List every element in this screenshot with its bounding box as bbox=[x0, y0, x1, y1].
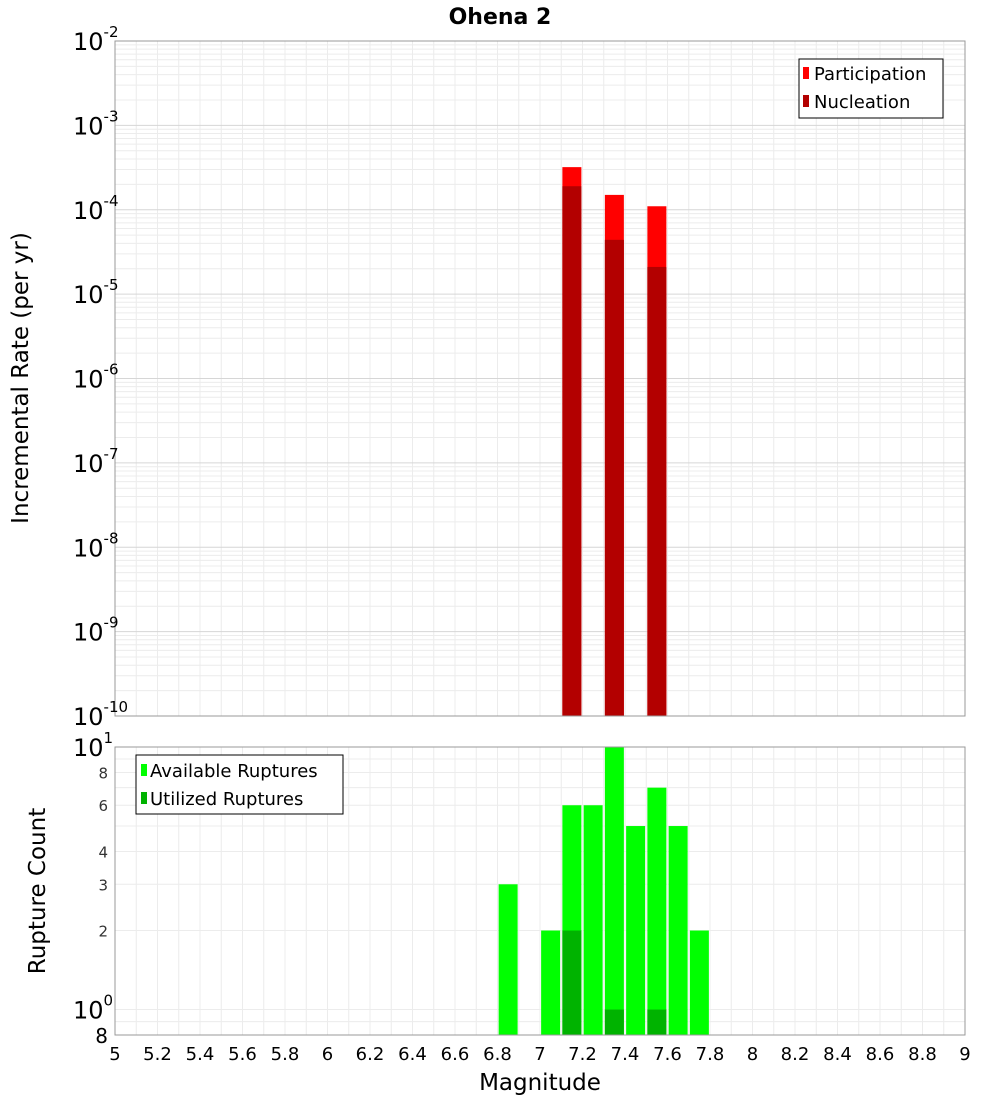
magnitude-x-tick-label: 6.8 bbox=[483, 1044, 512, 1065]
count-panel: 100 101 8 2 3 4 6 8 5 5.2 5.4 5.6 5.8 6 6.2 6.4 6.6 6.8 7… bbox=[25, 729, 971, 1096]
nucleation-bar bbox=[604, 239, 624, 716]
magnitude-x-tick-label: 7 bbox=[534, 1044, 545, 1065]
rate-y-ticks: 10-10 10-9 10-8 10-7 10-6 10-5 10-4 10-3 10-2 bbox=[73, 23, 128, 731]
rate-y-tick-label: 10-10 bbox=[73, 698, 128, 731]
participation-legend-swatch bbox=[803, 67, 809, 79]
count-y-ticks: 100 101 8 2 3 4 6 8 bbox=[73, 729, 113, 1048]
rate-legend: Participation Nucleation bbox=[798, 58, 944, 119]
utilized-ruptures-bar bbox=[562, 930, 582, 1035]
count-y-tick-label: 8 bbox=[95, 1024, 108, 1048]
magnitude-x-tick-label: 6.6 bbox=[441, 1044, 470, 1065]
rate-y-tick-label: 10-3 bbox=[73, 107, 119, 140]
nucleation-bar bbox=[647, 266, 667, 716]
magnitude-x-tick-label: 8.6 bbox=[866, 1044, 895, 1065]
nucleation-bar bbox=[562, 186, 582, 716]
magnitude-x-tick-label: 7.2 bbox=[568, 1044, 597, 1065]
magnitude-x-tick-label: 5.8 bbox=[271, 1044, 300, 1065]
magnitude-x-ticks: 5 5.2 5.4 5.6 5.8 6 6.2 6.4 6.6 6.8 7 7.2 7.4 7.6 7.8 8… bbox=[109, 1044, 970, 1065]
magnitude-x-tick-label: 5.6 bbox=[228, 1044, 257, 1065]
rate-y-tick-label: 10-8 bbox=[73, 529, 119, 562]
rate-grid bbox=[114, 41, 966, 717]
magnitude-x-tick-label: 8.2 bbox=[781, 1044, 810, 1065]
count-legend-box bbox=[135, 754, 344, 815]
available-ruptures-bar bbox=[647, 787, 667, 1035]
available-ruptures-bar bbox=[668, 826, 688, 1035]
rate-panel: 10-10 10-9 10-8 10-7 10-6 10-5 10-4 10-3 10-2 In… bbox=[8, 23, 966, 731]
magnitude-x-tick-label: 9 bbox=[959, 1044, 970, 1065]
magnitude-x-tick-label: 6.4 bbox=[398, 1044, 427, 1065]
utilized-ruptures-bar bbox=[647, 1009, 667, 1035]
magnitude-x-tick-label: 5.4 bbox=[186, 1044, 215, 1065]
rate-plot-frame bbox=[114, 40, 966, 717]
rate-bars bbox=[562, 167, 667, 716]
magnitude-x-tick-label: 5.2 bbox=[143, 1044, 172, 1065]
rate-y-tick-label: 10-7 bbox=[73, 445, 119, 478]
magnitude-x-tick-label: 8 bbox=[747, 1044, 758, 1065]
count-y-tick-label: 100 bbox=[73, 992, 113, 1025]
utilized-ruptures-legend-swatch bbox=[141, 792, 147, 804]
magnitude-x-tick-label: 6.2 bbox=[356, 1044, 385, 1065]
rate-y-tick-label: 10-4 bbox=[73, 192, 119, 225]
rate-y-tick-label: 10-6 bbox=[73, 361, 119, 394]
count-y-axis-title: Rupture Count bbox=[25, 808, 51, 974]
rate-y-tick-label: 10-9 bbox=[73, 614, 119, 647]
x-axis-title: Magnitude bbox=[479, 1070, 601, 1096]
count-y-tick-label: 8 bbox=[98, 764, 108, 782]
available-ruptures-bar bbox=[604, 747, 624, 1035]
rate-y-tick-label: 10-5 bbox=[73, 276, 119, 309]
rate-y-tick-label: 10-2 bbox=[73, 23, 119, 56]
available-ruptures-bar bbox=[541, 930, 561, 1035]
count-plot-frame bbox=[114, 746, 966, 1036]
utilized-ruptures-bar bbox=[604, 1009, 624, 1035]
magnitude-x-tick-label: 5 bbox=[109, 1044, 120, 1065]
rate-legend-box bbox=[798, 58, 944, 119]
magnitude-x-tick-label: 7.6 bbox=[653, 1044, 682, 1065]
available-ruptures-bar bbox=[626, 826, 646, 1035]
available-ruptures-legend-label: Available Ruptures bbox=[150, 761, 318, 782]
count-y-tick-label: 6 bbox=[98, 797, 108, 815]
magnitude-x-tick-label: 8.4 bbox=[823, 1044, 852, 1065]
count-y-tick-label: 3 bbox=[98, 876, 108, 894]
count-legend: Available Ruptures Utilized Ruptures bbox=[135, 754, 344, 815]
rate-y-axis-title: Incremental Rate (per yr) bbox=[8, 232, 34, 524]
nucleation-legend-swatch bbox=[803, 95, 809, 107]
magnitude-x-tick-label: 6 bbox=[322, 1044, 333, 1065]
count-y-tick-label: 2 bbox=[98, 923, 108, 941]
available-ruptures-bar bbox=[498, 884, 518, 1035]
available-ruptures-bar bbox=[689, 930, 709, 1035]
count-y-tick-label: 101 bbox=[73, 729, 113, 762]
magnitude-x-tick-label: 8.8 bbox=[908, 1044, 937, 1065]
available-ruptures-bar bbox=[583, 805, 603, 1035]
magnitude-x-tick-label: 7.4 bbox=[611, 1044, 640, 1065]
count-y-tick-label: 4 bbox=[98, 843, 108, 861]
chart-title: Ohena 2 bbox=[449, 5, 552, 30]
participation-legend-label: Participation bbox=[814, 64, 926, 85]
count-bars bbox=[498, 747, 709, 1035]
magnitude-x-tick-label: 7.8 bbox=[696, 1044, 725, 1065]
utilized-ruptures-legend-label: Utilized Ruptures bbox=[150, 789, 303, 810]
available-ruptures-legend-swatch bbox=[141, 764, 147, 776]
nucleation-legend-label: Nucleation bbox=[814, 92, 910, 113]
